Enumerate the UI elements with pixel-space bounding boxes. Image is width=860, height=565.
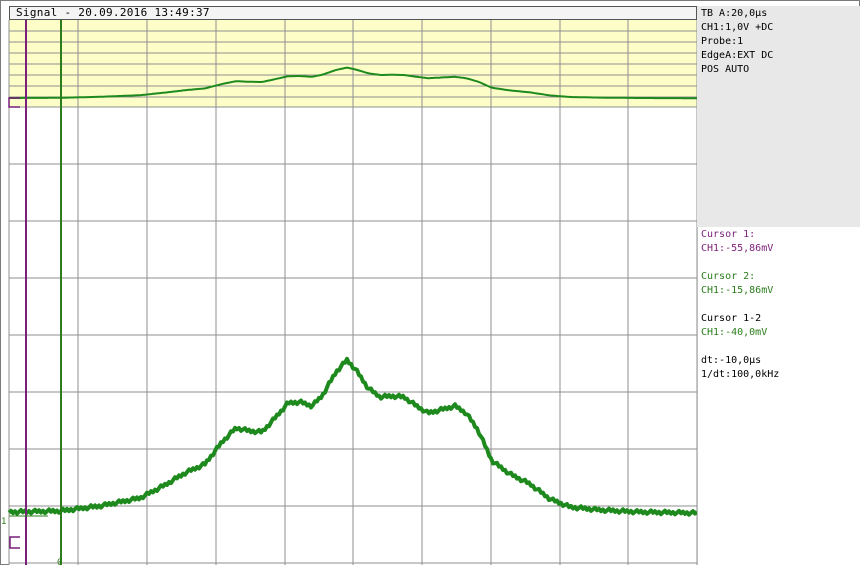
cursor-diff-value: CH1:-40,0mV bbox=[701, 327, 768, 338]
timebase-readout: TB A:20,0µs bbox=[701, 8, 768, 19]
cursor-2-value: CH1:-15,86mV bbox=[701, 285, 774, 296]
probe-readout: Probe:1 bbox=[701, 36, 744, 47]
cursor-diff-label: Cursor 1-2 bbox=[701, 313, 762, 324]
overview-window-bracket bbox=[8, 97, 20, 108]
cursor-2-label: Cursor 2: bbox=[701, 271, 756, 282]
position-readout: POS AUTO bbox=[701, 64, 750, 75]
settings-panel bbox=[697, 6, 860, 227]
channel-readout: CH1:1,0V +DC bbox=[701, 22, 774, 33]
window-title: Signal - 20.09.2016 13:49:37 bbox=[9, 6, 697, 20]
overview-trace bbox=[9, 66, 697, 100]
edge-readout: EdgeA:EXT DC bbox=[701, 50, 774, 61]
cursor-2-marker: 0 bbox=[57, 558, 62, 565]
cursor-panel bbox=[697, 227, 860, 565]
trigger-marker bbox=[9, 536, 20, 549]
channel-marker: 1 bbox=[1, 517, 6, 527]
overview-grid bbox=[8, 20, 698, 107]
cursor-1-value: CH1:-55,86mV bbox=[701, 243, 774, 254]
signal-trace bbox=[7, 356, 699, 517]
inverse-dt-readout: 1/dt:100,0kHz bbox=[701, 369, 780, 380]
dt-readout: dt:-10,0µs bbox=[701, 355, 762, 366]
cursor-1-label: Cursor 1: bbox=[701, 229, 756, 240]
